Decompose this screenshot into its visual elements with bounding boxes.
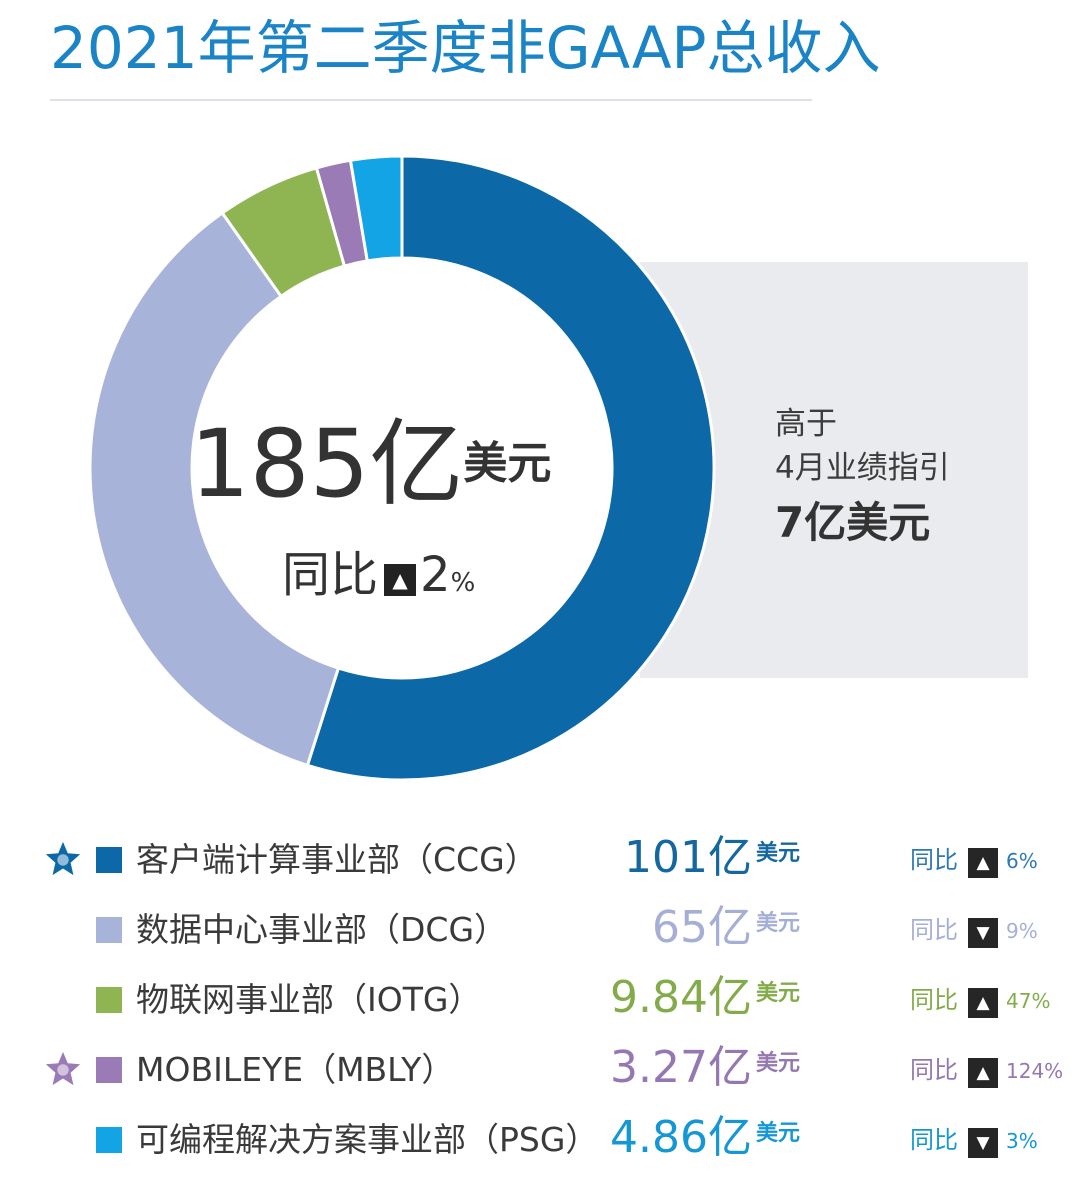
segment-revenue: 101亿 美元: [624, 830, 800, 886]
legend-row-mbly: MOBILEYE（MBLY） 3.27亿 美元 同比 ▲ 124%: [0, 1040, 1080, 1100]
segment-revenue: 9.84亿 美元: [610, 970, 800, 1026]
segment-revenue-unit: 美元: [755, 1051, 800, 1076]
legend-swatch: [96, 847, 122, 873]
segment-revenue-value: 3.27亿: [610, 1042, 752, 1093]
total-revenue-unit: 美元: [463, 438, 552, 489]
down-arrow-icon: ▼: [968, 918, 998, 948]
segment-yoy-label: 同比: [910, 916, 958, 944]
segment-yoy-label: 同比: [910, 986, 958, 1014]
segment-yoy: 同比 ▼ 9%: [910, 910, 1038, 951]
donut-slice-ccg: [305, 154, 716, 782]
segment-yoy: 同比 ▼ 3%: [910, 1120, 1038, 1161]
legend-swatch: [96, 987, 122, 1013]
legend-row-psg: 可编程解决方案事业部（PSG） 4.86亿 美元 同比 ▼ 3%: [0, 1110, 1080, 1170]
segment-revenue: 4.86亿 美元: [610, 1110, 800, 1166]
segment-name: 数据中心事业部（DCG）: [136, 910, 508, 949]
segment-yoy-percent: 6%: [1006, 849, 1038, 873]
guidance-line-1: 高于: [775, 406, 837, 442]
revenue-donut-chart: [88, 154, 716, 782]
total-yoy-label: 同比: [282, 547, 379, 603]
total-revenue-value: 185亿: [190, 410, 464, 519]
segment-revenue: 65亿 美元: [652, 900, 800, 956]
total-yoy-number: 2: [420, 547, 451, 603]
donut-slice-dcg: [88, 210, 341, 768]
legend-swatch: [96, 917, 122, 943]
segment-revenue: 3.27亿 美元: [610, 1040, 800, 1096]
segment-yoy-percent: 9%: [1006, 919, 1038, 943]
legend-swatch: [96, 1057, 122, 1083]
segment-yoy-percent: 3%: [1006, 1129, 1038, 1153]
segment-yoy-label: 同比: [910, 846, 958, 874]
segment-revenue-unit: 美元: [755, 911, 800, 936]
donut-slice-psg: [348, 154, 404, 263]
legend-row-dcg: 数据中心事业部（DCG） 65亿 美元 同比 ▼ 9%: [0, 900, 1080, 960]
up-arrow-icon: ▲: [968, 1058, 998, 1088]
up-arrow-icon: ▲: [968, 988, 998, 1018]
segment-yoy: 同比 ▲ 6%: [910, 840, 1038, 881]
guidance-line-2: 4月业绩指引: [775, 450, 950, 486]
legend-row-ccg: 客户端计算事业部（CCG） 101亿 美元 同比 ▲ 6%: [0, 830, 1080, 890]
segment-revenue-value: 65亿: [651, 902, 752, 953]
segment-yoy-label: 同比: [910, 1126, 958, 1154]
up-arrow-icon: ▲: [968, 848, 998, 878]
segment-yoy-percent: 47%: [1006, 989, 1051, 1013]
segment-revenue-unit: 美元: [755, 841, 800, 866]
down-arrow-icon: ▼: [968, 1128, 998, 1158]
segment-revenue-unit: 美元: [755, 1121, 800, 1146]
segment-name: 物联网事业部（IOTG）: [136, 980, 482, 1019]
segment-revenue-value: 9.84亿: [610, 972, 752, 1023]
title-divider: [50, 99, 812, 101]
up-arrow-icon: ▲: [384, 564, 417, 596]
segment-revenue-value: 101亿: [624, 832, 752, 883]
segment-name: MOBILEYE（MBLY）: [136, 1050, 455, 1089]
segment-yoy-label: 同比: [910, 1056, 958, 1084]
segment-yoy-percent: 124%: [1006, 1059, 1064, 1083]
segment-yoy: 同比 ▲ 124%: [910, 1050, 1063, 1091]
guidance-amount: 7亿美元: [775, 498, 931, 547]
page-title: 2021年第二季度非GAAP总收入: [50, 14, 881, 82]
segment-revenue-unit: 美元: [755, 981, 800, 1006]
legend-row-iotg: 物联网事业部（IOTG） 9.84亿 美元 同比 ▲ 47%: [0, 970, 1080, 1030]
total-revenue: 185亿美元: [190, 410, 551, 520]
segment-revenue-value: 4.86亿: [610, 1112, 752, 1163]
segment-name: 可编程解决方案事业部（PSG）: [136, 1120, 599, 1159]
legend-swatch: [96, 1127, 122, 1153]
segment-name: 客户端计算事业部（CCG）: [136, 840, 538, 879]
star-icon: [45, 841, 81, 876]
star-icon: [45, 1051, 81, 1086]
total-yoy: 同比 ▲ 2%: [282, 542, 475, 616]
segment-yoy: 同比 ▲ 47%: [910, 980, 1050, 1021]
total-yoy-percent: %: [450, 568, 476, 598]
